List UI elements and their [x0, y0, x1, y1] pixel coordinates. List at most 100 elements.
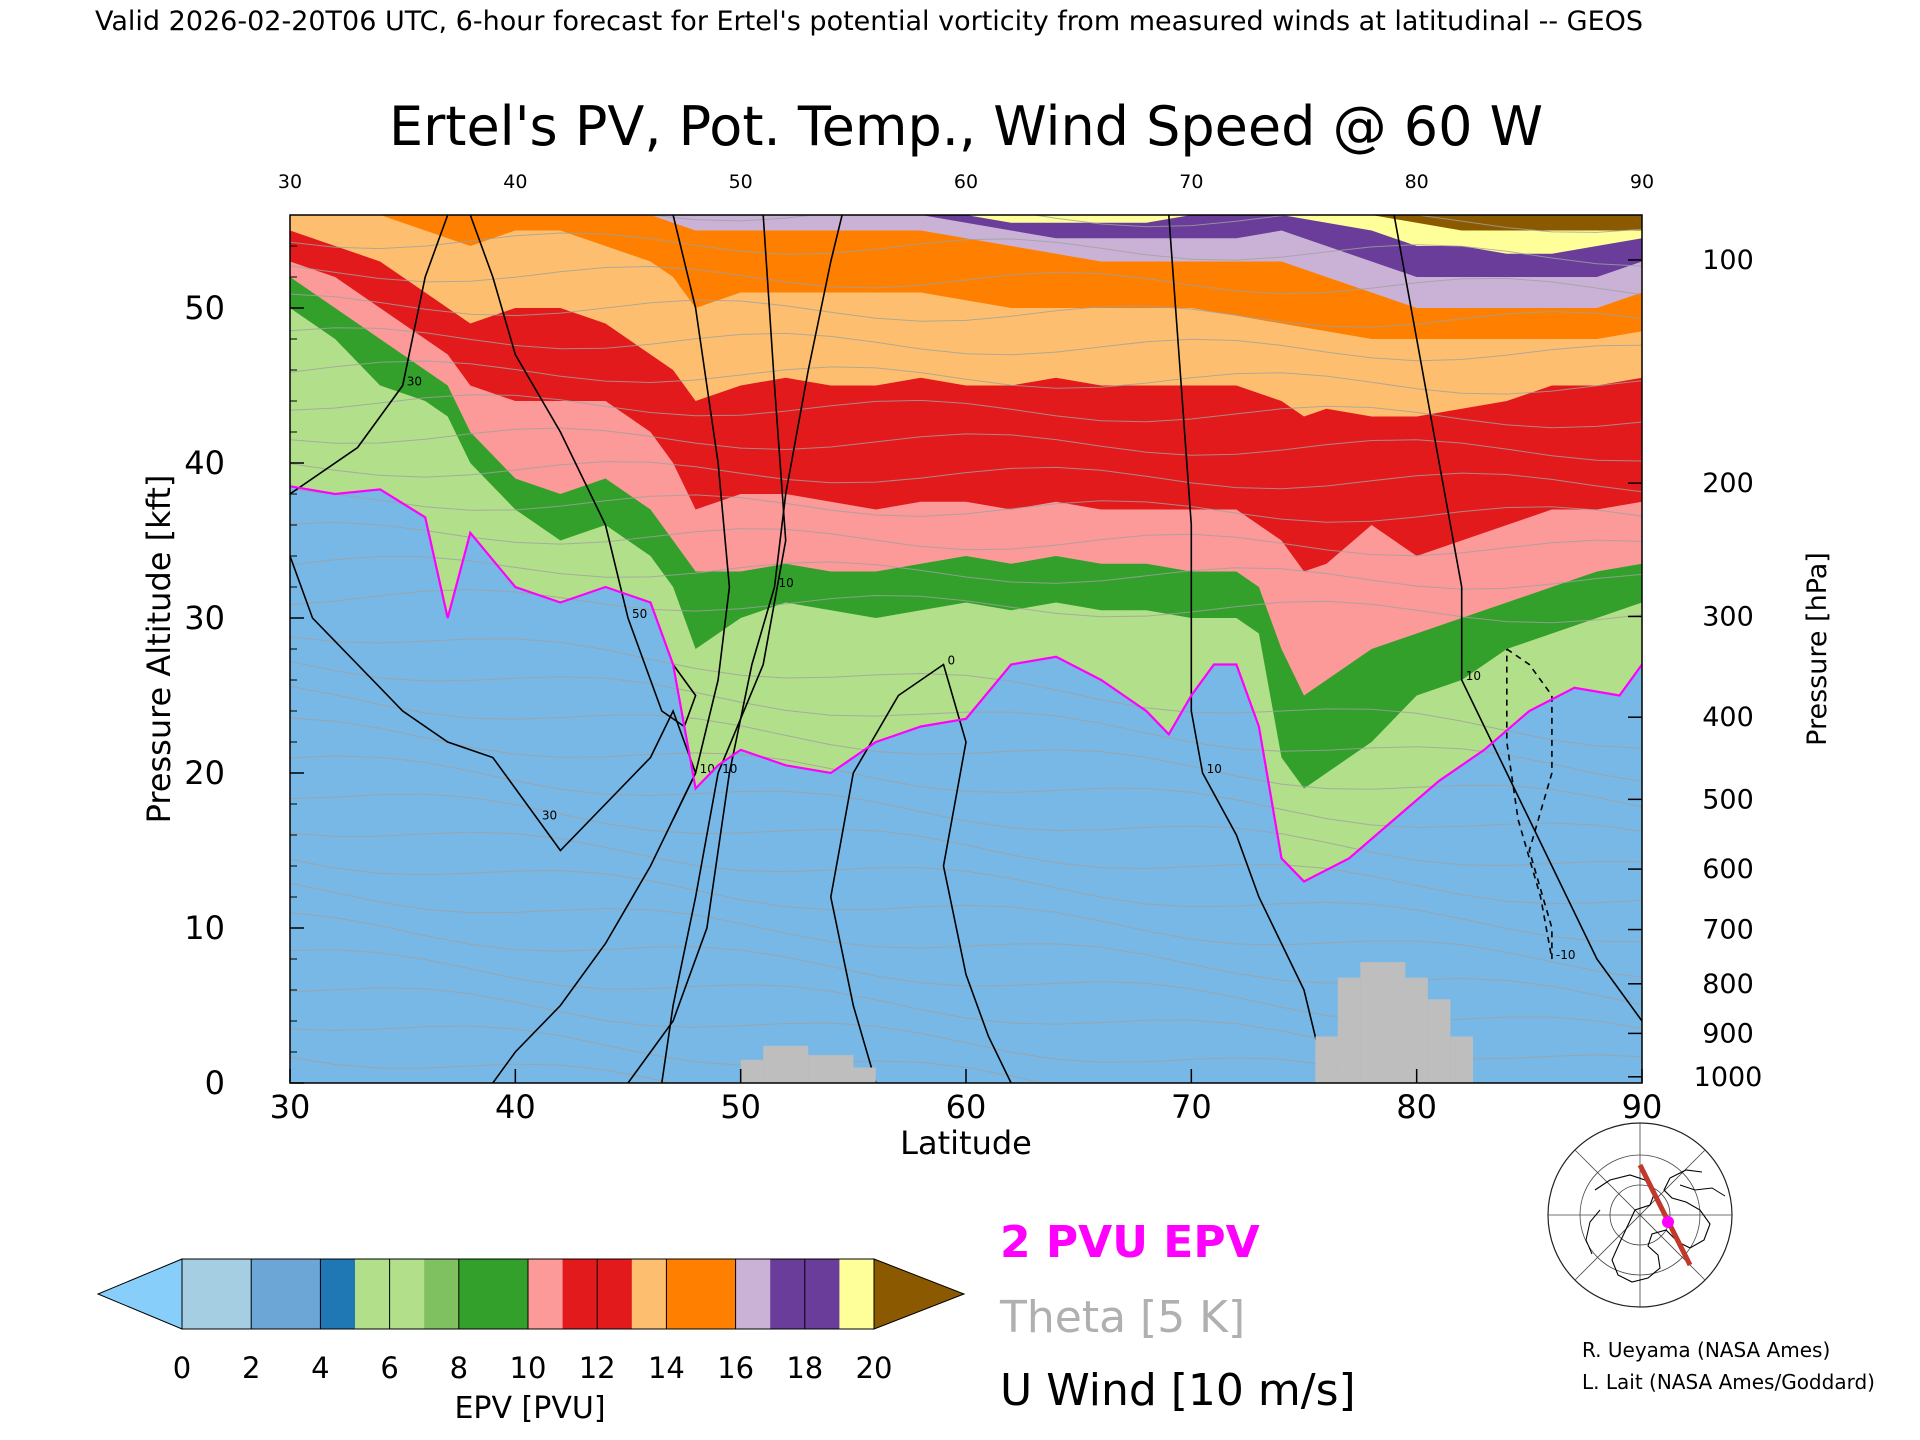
- colorbar-segments: [96, 1258, 966, 1330]
- u-wind-contour: [492, 215, 731, 1083]
- theta-contour: [290, 461, 1642, 493]
- terrain-block: [808, 1055, 854, 1083]
- u-wind-contour-label: 30: [407, 375, 422, 389]
- theta-contour: [290, 717, 1642, 832]
- theta-contour: [290, 661, 1642, 782]
- theta-contour: [290, 1056, 675, 1083]
- colorbar-tick-label: 2: [242, 1351, 260, 1385]
- x-axis-ticks: 30 40 50 60 70 80 90: [270, 1069, 1662, 1126]
- colorbar-segment: [424, 1259, 460, 1329]
- y-tick-label: 40: [184, 444, 225, 482]
- legend-item-theta: Theta [5 K]: [999, 1292, 1245, 1343]
- terrain-block: [1450, 1036, 1473, 1083]
- colorbar-segment: [528, 1259, 564, 1329]
- theta-contour: [290, 232, 1642, 267]
- theta-contour: [290, 489, 1642, 523]
- x-tick-label: 30: [270, 1088, 311, 1126]
- u-wind-contour-label: 10: [779, 576, 794, 590]
- u-wind-contour: [290, 555, 697, 852]
- u-wind-contour-label: 10: [700, 762, 715, 776]
- colorbar-tick-label: 0: [173, 1351, 191, 1385]
- colorbar-tick-label: 18: [786, 1351, 823, 1385]
- colorbar-segment: [389, 1259, 425, 1329]
- y-axis-label: Pressure Altitude [kft]: [140, 475, 178, 824]
- colorbar-segment: [251, 1259, 287, 1329]
- colorbar-segment: [839, 1259, 875, 1329]
- colorbar-segment: [597, 1259, 633, 1329]
- theta-contour: [290, 394, 1642, 429]
- theta-contour: [290, 588, 1642, 624]
- top-x-tick-label: 50: [729, 171, 753, 193]
- credit-line-2: L. Lait (NASA Ames/Goddard): [1582, 1370, 1875, 1394]
- pressure-tick-label: 800: [1702, 969, 1754, 1000]
- colorbar-max-arrow: [873, 1258, 966, 1330]
- terrain-block: [1427, 999, 1451, 1083]
- colorbar-segment: [666, 1259, 702, 1329]
- colorbar-tick-label: 12: [579, 1351, 616, 1385]
- y-tick-label: 50: [184, 289, 225, 327]
- epv-band-tropo: [290, 486, 1642, 1083]
- colorbar-segment: [285, 1259, 321, 1329]
- legend-item-wind: U Wind [10 m/s]: [1000, 1365, 1356, 1416]
- terrain-block: [763, 1045, 809, 1083]
- chart-title: Ertel's PV, Pot. Temp., Wind Speed @ 60 …: [389, 95, 1543, 158]
- colorbar-tick-label: 10: [510, 1351, 547, 1385]
- theta-contour: [290, 555, 1642, 590]
- map-transect-line: [1637, 1163, 1693, 1267]
- pressure-tick-label: 500: [1702, 784, 1754, 815]
- theta-contour: [290, 755, 1642, 867]
- top-x-axis-ticks: 30 40 50 60 70 80 90: [278, 171, 1654, 193]
- pressure-axis-label: Pressure [hPa]: [1802, 552, 1833, 746]
- colorbar-segment: [770, 1259, 806, 1329]
- colorbar-tick-label: 20: [856, 1351, 893, 1385]
- legend: 2 PVU EPV Theta [5 K] U Wind [10 m/s]: [999, 1217, 1356, 1416]
- top-x-tick-label: 90: [1630, 171, 1654, 193]
- u-wind-contour: [829, 663, 1012, 1083]
- y-tick-label: 20: [184, 754, 225, 792]
- colorbar-min-arrow: [96, 1258, 183, 1330]
- u-wind-contour: [469, 215, 697, 728]
- location-map: [1540, 1122, 1740, 1308]
- top-x-tick-label: 30: [278, 171, 302, 193]
- epv-band-20: [290, 215, 1642, 231]
- theta-contour: [290, 831, 1642, 943]
- terrain-block: [1315, 1036, 1338, 1083]
- pressure-tick-label: 300: [1702, 601, 1754, 632]
- x-tick-label: 70: [1171, 1088, 1212, 1126]
- theta-contour: [290, 427, 1642, 462]
- x-tick-label: 60: [946, 1088, 987, 1126]
- theta-contour: [290, 521, 1642, 557]
- x-tick-label: 50: [720, 1088, 761, 1126]
- theta-contour: [290, 685, 1642, 808]
- pv-boundary-line: [290, 485, 1642, 883]
- theta-contour: [290, 1025, 1046, 1083]
- colorbar-segment: [182, 1259, 218, 1329]
- header-caption: Valid 2026-02-20T06 UTC, 6-hour forecast…: [95, 6, 1643, 37]
- pressure-axis-ticks: 100 200 300 400 500 600 700 800 900 1000: [1628, 245, 1762, 1093]
- terrain-mask: [740, 962, 1473, 1083]
- pressure-tick-label: 200: [1702, 468, 1754, 499]
- theta-contour: [290, 265, 1642, 296]
- terrain-block: [853, 1067, 876, 1083]
- pressure-tick-label: 100: [1702, 245, 1754, 276]
- u-wind-contour: [1506, 648, 1553, 960]
- epv-band-16: [290, 215, 1642, 277]
- top-x-tick-label: 60: [954, 171, 978, 193]
- y-tick-label: 10: [184, 909, 225, 947]
- pressure-tick-label: 600: [1702, 854, 1754, 885]
- colorbar-segment: [562, 1259, 598, 1329]
- x-axis-label: Latitude: [900, 1124, 1032, 1162]
- y-tick-label: 30: [184, 599, 225, 637]
- y-tick-label: 0: [205, 1064, 225, 1102]
- top-x-tick-label: 80: [1405, 171, 1429, 193]
- terrain-block: [1337, 977, 1361, 1083]
- u-wind-contour-label: 0: [948, 654, 956, 668]
- colorbar-segment: [320, 1259, 356, 1329]
- theta-contour: [290, 360, 1642, 395]
- theta-contour: [290, 293, 1642, 328]
- x-tick-label: 40: [495, 1088, 536, 1126]
- colorbar-label: EPV [PVU]: [454, 1391, 605, 1426]
- u-wind-contour-label: 10: [1466, 669, 1481, 683]
